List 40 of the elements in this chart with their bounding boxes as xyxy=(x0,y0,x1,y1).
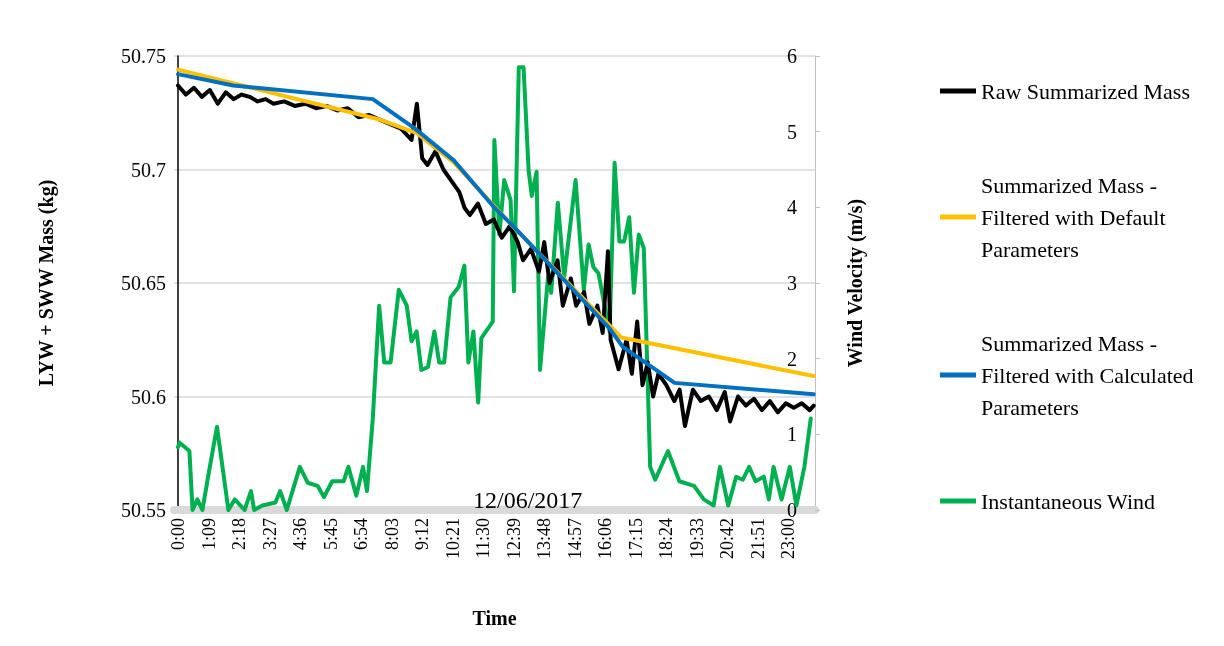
y2-tick-label: 5 xyxy=(787,120,797,143)
x-tick-label: 5:45 xyxy=(320,518,341,551)
x-tick-label: 20:42 xyxy=(717,518,738,560)
x-tick-label: 18:24 xyxy=(656,518,677,560)
x-tick-label: 0:00 xyxy=(167,518,188,551)
x-tick-label: 1:09 xyxy=(198,518,219,551)
x-tick-label: 8:03 xyxy=(381,518,402,551)
x-tick-label: 2:18 xyxy=(229,518,250,551)
x-axis-title: Time xyxy=(472,607,517,629)
legend-label: Raw Summarized Mass xyxy=(981,78,1190,104)
x-tick-label: 6:54 xyxy=(351,518,372,551)
annotation: 12/06/2017 xyxy=(473,487,583,513)
y2-tick-label: 3 xyxy=(787,272,797,294)
y2-tick-label: 4 xyxy=(787,196,797,219)
x-tick-label: 21:51 xyxy=(747,518,768,560)
y-tick-label: 50.6 xyxy=(131,385,166,408)
y2-tick-label: 1 xyxy=(787,423,797,446)
x-tick-label: 4:36 xyxy=(290,518,311,551)
x-tick-label: 11:30 xyxy=(473,518,494,559)
y-tick-label: 50.55 xyxy=(121,499,166,521)
x-tick-label: 10:21 xyxy=(442,518,463,560)
legend-label: Summarized Mass - Filtered with Calculated Parameters xyxy=(981,330,1200,420)
y-tick-label: 50.75 xyxy=(121,45,166,67)
x-tick-label: 3:27 xyxy=(259,518,280,551)
y2-tick-label: 2 xyxy=(787,347,797,370)
legend-label: Summarized Mass - Filtered with Default Parameters xyxy=(981,172,1172,262)
x-tick-label: 12:39 xyxy=(503,518,524,560)
y-axis-title: LYW + SWW Mass (kg) xyxy=(35,179,58,387)
x-tick-label: 14:57 xyxy=(564,518,585,560)
y2-tick-label: 6 xyxy=(787,45,797,67)
x-tick-label: 23:00 xyxy=(778,518,799,560)
y2-axis-title: Wind Velocity (m/s) xyxy=(844,198,867,368)
y-tick-label: 50.7 xyxy=(131,158,166,181)
y-tick-label: 50.65 xyxy=(121,272,166,294)
x-tick-label: 16:06 xyxy=(595,518,616,560)
x-tick-label: 17:15 xyxy=(625,518,646,560)
legend-label: Instantaneous Wind xyxy=(981,488,1156,514)
x-tick-label: 13:48 xyxy=(534,518,555,560)
x-tick-label: 19:33 xyxy=(686,518,707,560)
x-tick-label: 9:12 xyxy=(412,518,433,551)
